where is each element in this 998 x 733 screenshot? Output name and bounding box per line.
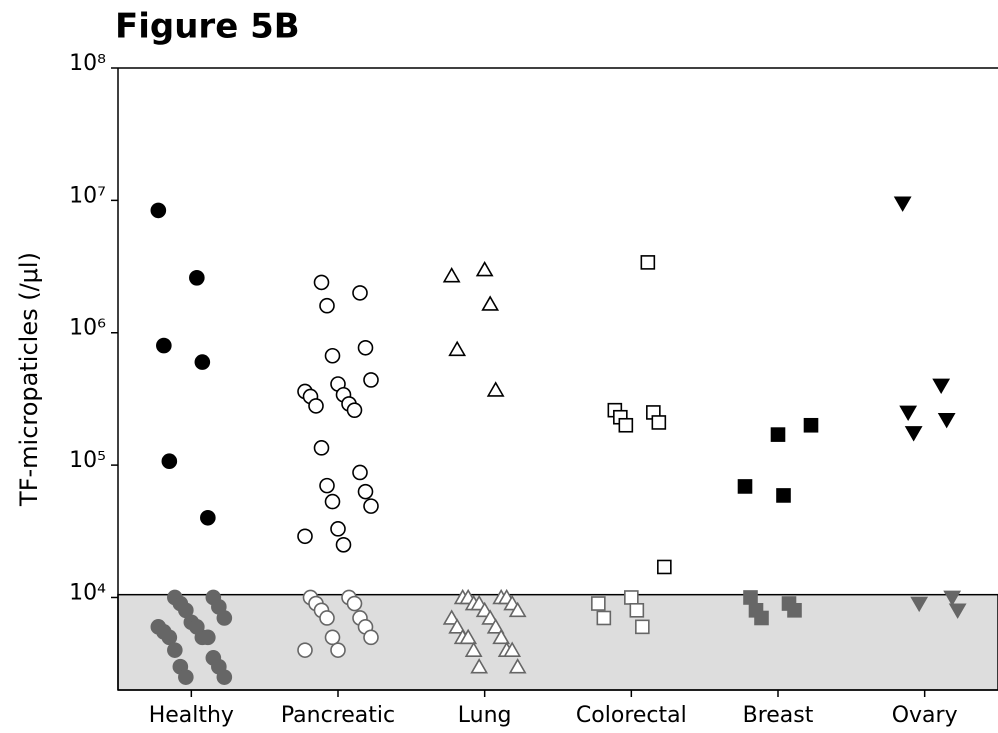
x-tick-label: Breast	[743, 703, 814, 728]
shaded-region	[117, 593, 998, 691]
point	[313, 274, 330, 291]
y-axis-label: TF-micropaticles (/μl)	[15, 252, 43, 507]
point	[194, 354, 211, 370]
point	[324, 347, 341, 364]
point	[776, 488, 791, 503]
point	[635, 619, 650, 635]
point	[352, 285, 368, 301]
point	[486, 381, 505, 397]
point	[352, 464, 368, 481]
point	[313, 440, 330, 456]
point	[464, 641, 483, 657]
point	[651, 415, 667, 430]
point	[943, 590, 962, 607]
point	[200, 629, 216, 646]
point	[200, 509, 216, 526]
point	[508, 601, 527, 618]
point	[363, 629, 379, 646]
x-tick-label: Lung	[458, 703, 512, 728]
point	[330, 521, 346, 537]
point	[189, 270, 205, 286]
point	[481, 609, 500, 625]
point	[357, 483, 374, 500]
point	[161, 453, 178, 470]
point	[591, 596, 606, 611]
point	[156, 337, 172, 354]
point	[319, 610, 335, 626]
point	[442, 267, 461, 283]
point	[737, 479, 753, 494]
point	[167, 642, 183, 658]
point	[486, 618, 505, 634]
x-tick-label: Healthy	[149, 703, 234, 728]
point	[319, 297, 335, 314]
y-tick-label: 10⁶	[69, 316, 106, 341]
point	[363, 498, 379, 514]
point	[297, 642, 313, 658]
point	[319, 477, 335, 494]
point	[363, 372, 379, 388]
point	[330, 642, 346, 658]
point	[346, 595, 363, 612]
point	[442, 609, 461, 625]
point	[308, 398, 324, 414]
point	[448, 618, 467, 634]
point	[448, 340, 467, 357]
point	[459, 628, 478, 645]
y-tick-label: 10⁷	[69, 183, 106, 208]
x-tick-label: Pancreatic	[281, 703, 395, 728]
point	[178, 669, 194, 685]
point	[503, 641, 522, 657]
point	[492, 628, 511, 645]
point	[754, 610, 769, 626]
point	[787, 603, 802, 618]
point	[948, 603, 967, 619]
y-tick-label: 10⁴	[69, 580, 106, 605]
point	[932, 378, 951, 395]
x-tick-label: Colorectal	[576, 703, 687, 728]
point	[937, 412, 956, 429]
point	[357, 339, 374, 356]
point	[481, 295, 500, 311]
point	[743, 590, 758, 605]
point	[904, 426, 923, 442]
point	[893, 196, 912, 212]
point	[910, 596, 929, 613]
point	[475, 260, 494, 277]
point	[618, 417, 634, 433]
point	[803, 417, 819, 433]
point	[346, 402, 363, 418]
point	[335, 537, 352, 553]
point	[899, 405, 918, 422]
y-tick-label: 10⁵	[69, 448, 106, 473]
point	[624, 590, 639, 605]
point	[470, 658, 489, 674]
point	[297, 528, 313, 545]
point	[216, 669, 233, 685]
point	[508, 658, 527, 674]
x-tick-label: Ovary	[892, 703, 958, 728]
point	[216, 610, 233, 626]
y-tick-label: 10⁸	[69, 51, 106, 76]
point	[657, 559, 672, 575]
point	[770, 427, 786, 442]
point	[596, 610, 612, 626]
point	[629, 603, 645, 618]
point	[150, 202, 167, 219]
point	[161, 629, 178, 646]
point	[324, 493, 341, 510]
chart-title: Figure 5B	[115, 7, 300, 47]
point	[324, 629, 341, 646]
point	[640, 255, 656, 270]
